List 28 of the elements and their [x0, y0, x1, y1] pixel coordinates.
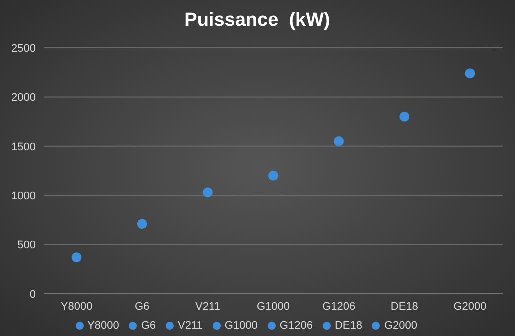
x-tick-label: G1206: [322, 300, 356, 313]
legend-label: G6: [141, 320, 156, 332]
point: [72, 252, 82, 263]
y-tick-label: 1000: [12, 190, 36, 203]
point: [400, 112, 410, 122]
point: [465, 68, 476, 79]
point: [202, 188, 213, 198]
legend-label: Y8000: [88, 320, 120, 332]
x-tick-label: Y8000: [60, 300, 93, 313]
x-tick-label: G1000: [256, 300, 290, 313]
x-tick-label: G2000: [454, 300, 487, 313]
y-tick-label: 1500: [12, 141, 36, 154]
legend-label: G1000: [224, 320, 258, 332]
y-tick-label: 2000: [12, 92, 36, 104]
point: [268, 170, 278, 181]
legend-label: G1206: [280, 320, 313, 332]
y-tick-label: 2500: [12, 42, 36, 55]
legend-label: DE18: [334, 320, 362, 332]
chart-title: Puissance (kW): [184, 10, 332, 32]
legend-label: V211: [178, 320, 203, 332]
y-tick-label: 500: [18, 240, 36, 252]
point: [334, 136, 344, 146]
x-tick-label: DE18: [390, 300, 418, 313]
x-tick-label: V211: [195, 300, 220, 313]
y-tick-label: 0: [30, 288, 36, 301]
point: [137, 219, 148, 230]
legend-label: G2000: [384, 320, 418, 332]
x-tick-label: G6: [135, 300, 150, 313]
